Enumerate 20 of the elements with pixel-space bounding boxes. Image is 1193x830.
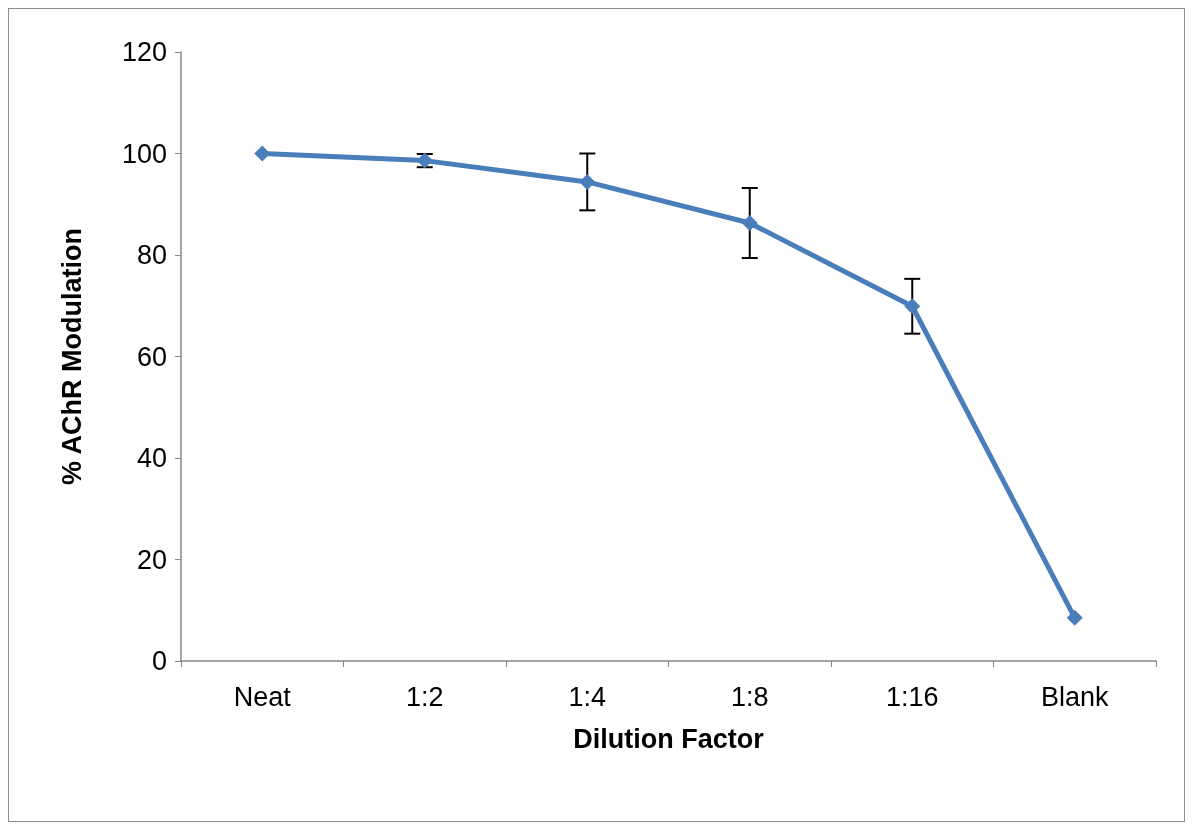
point [1066, 609, 1083, 626]
x-axis-title: Dilution Factor [573, 723, 765, 754]
x-tick-label: 1:16 [885, 681, 939, 712]
x-tick-label: Neat [233, 681, 292, 712]
point [741, 215, 758, 232]
y-tick-label: 80 [136, 240, 167, 270]
y-tick-label: 120 [121, 37, 167, 67]
x-tick-label: 1:2 [405, 681, 444, 712]
y-tick-label: 20 [136, 544, 167, 575]
x-tick-label: 1:4 [568, 681, 607, 712]
y-tick-label: 60 [136, 341, 167, 372]
y-tick-label: 0 [151, 646, 167, 676]
point [904, 298, 921, 315]
y-tick-label: 100 [121, 138, 167, 169]
y-tick-label: 40 [136, 443, 167, 473]
x-tick-label: Blank [1040, 681, 1110, 712]
point [254, 145, 271, 162]
x-tick-label: 1:8 [730, 681, 769, 712]
y-axis-title: % AChR Modulation [56, 228, 87, 485]
point [579, 173, 596, 190]
